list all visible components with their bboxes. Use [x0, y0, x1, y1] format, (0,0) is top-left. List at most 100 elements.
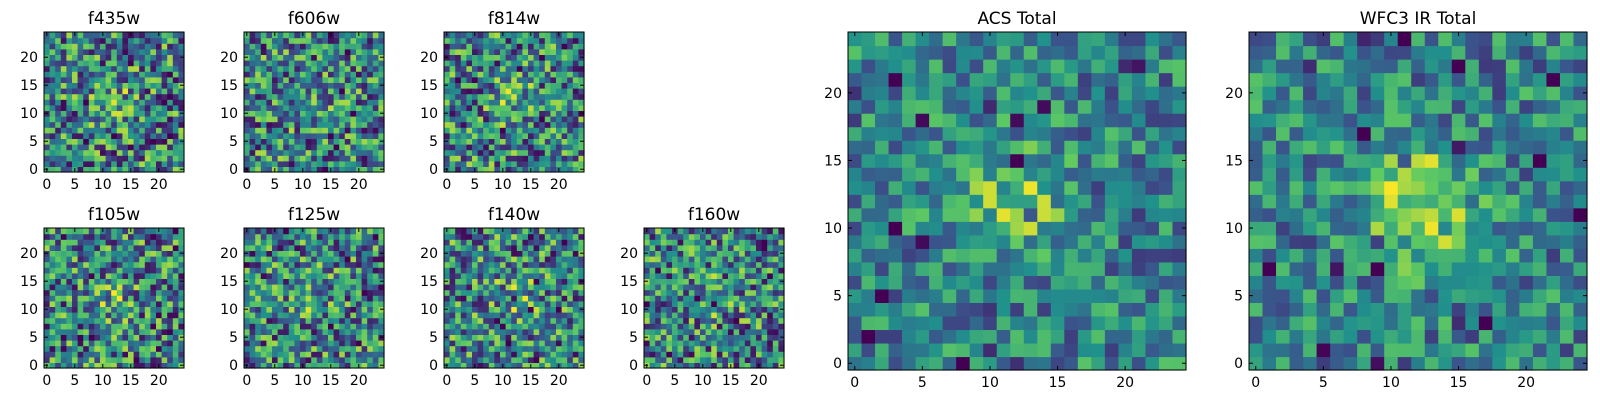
heatmap-cell	[316, 138, 323, 145]
heatmap-cell	[655, 272, 662, 279]
heatmap-cell	[105, 233, 112, 240]
heatmap-cell	[1050, 275, 1065, 290]
heatmap-cell	[772, 323, 779, 330]
heatmap-cell	[105, 144, 112, 151]
heatmap-cell	[49, 43, 56, 50]
heatmap-cell	[700, 250, 707, 257]
heatmap-cell	[728, 334, 735, 341]
heatmap-cell	[77, 317, 84, 324]
heatmap-cell	[561, 138, 568, 145]
heatmap-cell	[55, 166, 62, 173]
heatmap-cell	[66, 278, 73, 285]
heatmap-cell	[544, 295, 551, 302]
heatmap-cell	[288, 54, 295, 61]
heatmap-cell	[367, 138, 374, 145]
heatmap-cell	[44, 284, 51, 291]
heatmap-cell	[133, 323, 140, 330]
heatmap-cell	[94, 60, 101, 67]
heatmap-cell	[283, 317, 290, 324]
heatmap-cell	[533, 267, 540, 274]
heatmap-cell	[756, 233, 763, 240]
heatmap-cell	[460, 76, 467, 83]
heatmap-cell	[500, 82, 507, 89]
heatmap-cell	[305, 356, 312, 363]
heatmap-cell	[105, 256, 112, 263]
heatmap-cell	[683, 300, 690, 307]
heatmap-cell	[466, 233, 473, 240]
heatmap-cell	[449, 295, 456, 302]
heatmap-cell	[139, 239, 146, 246]
heatmap-cell	[750, 295, 757, 302]
heatmap-cell	[505, 71, 512, 78]
heatmap-cell	[328, 306, 335, 313]
heatmap-cell	[266, 256, 273, 263]
heatmap-cell	[172, 48, 179, 55]
heatmap-cell	[122, 54, 129, 61]
heatmap-cell	[322, 345, 329, 352]
heatmap-cell	[322, 48, 329, 55]
heatmap-cell	[100, 356, 107, 363]
heatmap-cell	[361, 99, 368, 106]
heatmap-cell	[288, 37, 295, 44]
y-tick-label: 15	[20, 274, 38, 290]
heatmap-cell	[328, 48, 335, 55]
heatmap-cell	[694, 340, 701, 347]
heatmap-cell	[578, 233, 585, 240]
heatmap-cell	[122, 356, 129, 363]
heatmap-cell	[644, 244, 651, 251]
heatmap-cell	[249, 306, 256, 313]
heatmap-cell	[483, 138, 490, 145]
heatmap-cell	[328, 284, 335, 291]
y-tick-label: 20	[20, 50, 38, 66]
heatmap-cell	[44, 261, 51, 268]
heatmap-cell	[128, 76, 135, 83]
heatmap-cell	[550, 37, 557, 44]
heatmap-cell	[288, 110, 295, 117]
heatmap-cell	[861, 167, 876, 182]
heatmap-cell	[356, 272, 363, 279]
heatmap-cell	[929, 342, 944, 358]
heatmap-cell	[848, 180, 863, 195]
heatmap-cell	[494, 244, 501, 251]
heatmap-cell	[969, 356, 984, 371]
heatmap-cell	[83, 65, 90, 72]
heatmap-cell	[494, 104, 501, 111]
heatmap-cell	[161, 149, 168, 156]
heatmap-cell	[466, 32, 473, 39]
heatmap-cell	[460, 110, 467, 117]
heatmap-cell	[44, 256, 51, 263]
heatmap-cell	[328, 65, 335, 72]
heatmap-cell	[915, 194, 930, 209]
heatmap-cell	[94, 278, 101, 285]
heatmap-cell	[378, 48, 385, 55]
heatmap-cell	[460, 256, 467, 263]
heatmap-cell	[55, 340, 62, 347]
heatmap-cell	[483, 250, 490, 257]
heatmap-cell	[277, 306, 284, 313]
heatmap-cell	[44, 328, 51, 335]
heatmap-cell	[455, 166, 462, 173]
x-tick-label: 15	[522, 177, 540, 193]
heatmap-cell	[72, 334, 79, 341]
heatmap-cell	[316, 155, 323, 162]
heatmap-cell	[49, 99, 56, 106]
heatmap-cell	[161, 340, 168, 347]
heatmap-cell	[655, 239, 662, 246]
heatmap-cell	[550, 82, 557, 89]
heatmap-cell	[505, 166, 512, 173]
heatmap-cell	[60, 65, 67, 72]
heatmap-cell	[277, 54, 284, 61]
heatmap-cell	[544, 166, 551, 173]
heatmap-cell	[116, 289, 123, 296]
heatmap-cell	[266, 278, 273, 285]
heatmap-cell	[88, 132, 95, 139]
heatmap-cell	[356, 295, 363, 302]
heatmap-cell	[516, 104, 523, 111]
heatmap-cell	[172, 138, 179, 145]
heatmap-cell	[728, 284, 735, 291]
heatmap-cell	[139, 334, 146, 341]
heatmap-cell	[72, 116, 79, 123]
heatmap-cell	[116, 104, 123, 111]
heatmap-cell	[572, 32, 579, 39]
